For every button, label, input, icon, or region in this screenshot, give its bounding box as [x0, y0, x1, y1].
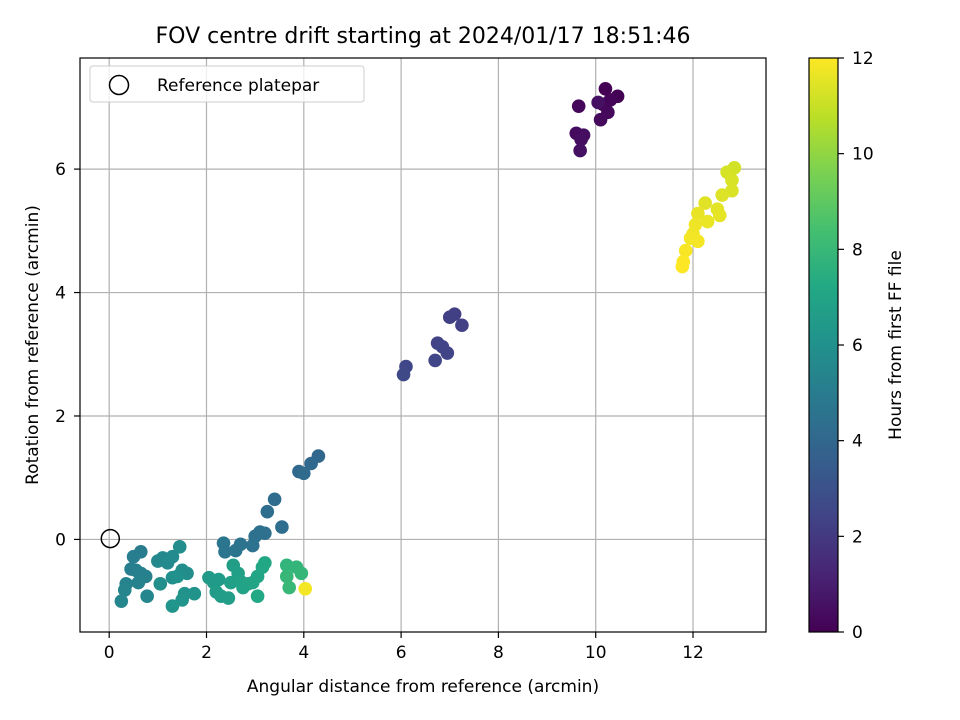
data-point	[691, 206, 705, 221]
data-point	[218, 544, 232, 559]
data-point	[153, 577, 168, 591]
data-point	[175, 593, 189, 607]
colorbar-tick-label: 2	[852, 527, 863, 547]
legend-box	[89, 65, 365, 103]
data-point	[455, 318, 469, 333]
data-point	[298, 581, 313, 596]
colorbar-tick-label: 8	[852, 240, 863, 260]
legend: Reference platepar	[89, 65, 365, 103]
plot-frame	[79, 57, 767, 633]
y-tick-label: 0	[55, 530, 66, 550]
data-point	[700, 214, 715, 229]
colorbar-tick-label: 6	[852, 336, 863, 356]
colorbar-tick-label: 12	[852, 49, 874, 69]
data-point	[294, 566, 309, 581]
y-tick-label: 2	[55, 407, 66, 427]
data-point	[221, 591, 236, 605]
data-point	[114, 594, 129, 608]
legend-marker-icon	[108, 74, 130, 96]
data-point	[211, 572, 226, 587]
data-point	[126, 549, 141, 564]
data-point	[165, 599, 180, 613]
x-axis-ticks: 0 2 4 6 8 10 12	[104, 632, 704, 663]
chart-title: FOV centre drift starting at 2024/01/17 …	[156, 24, 691, 49]
data-point	[131, 575, 146, 590]
data-point	[117, 583, 132, 597]
x-axis-label: Angular distance from reference (arcmin)	[247, 677, 599, 697]
x-tick-label: 6	[396, 643, 407, 663]
x-tick-label: 2	[201, 643, 212, 663]
data-point	[573, 143, 587, 158]
data-point	[170, 569, 185, 584]
data-point	[574, 132, 588, 147]
data-point	[598, 82, 613, 96]
data-point	[304, 456, 318, 471]
data-point	[187, 586, 202, 601]
data-point	[165, 549, 180, 564]
x-tick-label: 10	[585, 643, 607, 663]
data-point	[282, 580, 297, 595]
colorbar: 0 2 4 6 8 10 12 Hours from first FF file	[808, 49, 906, 643]
scatter-points	[114, 82, 742, 613]
data-point	[228, 543, 243, 558]
data-point	[603, 93, 618, 107]
x-tick-label: 0	[104, 643, 115, 663]
legend-entry-label: Reference platepar	[157, 76, 319, 96]
x-tick-label: 12	[682, 643, 704, 663]
x-tick-label: 8	[493, 643, 504, 663]
colorbar-label: Hours from first FF file	[886, 250, 906, 440]
y-tick-label: 4	[55, 284, 66, 304]
data-point	[245, 538, 260, 553]
colorbar-gradient	[808, 57, 839, 633]
reference-platepar-marker	[100, 528, 121, 549]
data-point	[725, 173, 739, 188]
y-tick-label: 6	[55, 160, 66, 180]
data-point	[440, 346, 455, 360]
colorbar-ticks: 0 2 4 6 8 10 12	[838, 49, 874, 643]
data-point	[250, 589, 265, 604]
data-point	[275, 520, 289, 534]
data-point	[172, 540, 187, 554]
data-point	[258, 556, 272, 570]
x-tick-label: 4	[298, 643, 309, 663]
data-point	[591, 95, 605, 110]
data-point	[267, 492, 282, 507]
data-point	[297, 466, 311, 481]
data-point	[396, 367, 411, 382]
data-point	[712, 208, 727, 223]
data-point	[140, 589, 154, 604]
data-point	[571, 99, 586, 113]
data-point	[593, 112, 608, 127]
data-point	[715, 188, 730, 202]
colorbar-tick-label: 10	[852, 145, 874, 165]
data-point	[428, 353, 442, 368]
colorbar-tick-label: 4	[852, 432, 863, 452]
data-point	[698, 196, 712, 210]
data-point	[442, 310, 457, 325]
grid	[80, 58, 766, 632]
y-axis-label: Rotation from reference (arcmin)	[23, 205, 43, 485]
y-axis-ticks: 0 2 4 6	[55, 160, 80, 550]
data-point	[260, 504, 275, 519]
data-point	[279, 569, 294, 584]
data-point	[691, 234, 705, 249]
data-point	[675, 259, 690, 274]
colorbar-tick-label: 0	[852, 623, 863, 643]
data-point	[678, 243, 693, 258]
